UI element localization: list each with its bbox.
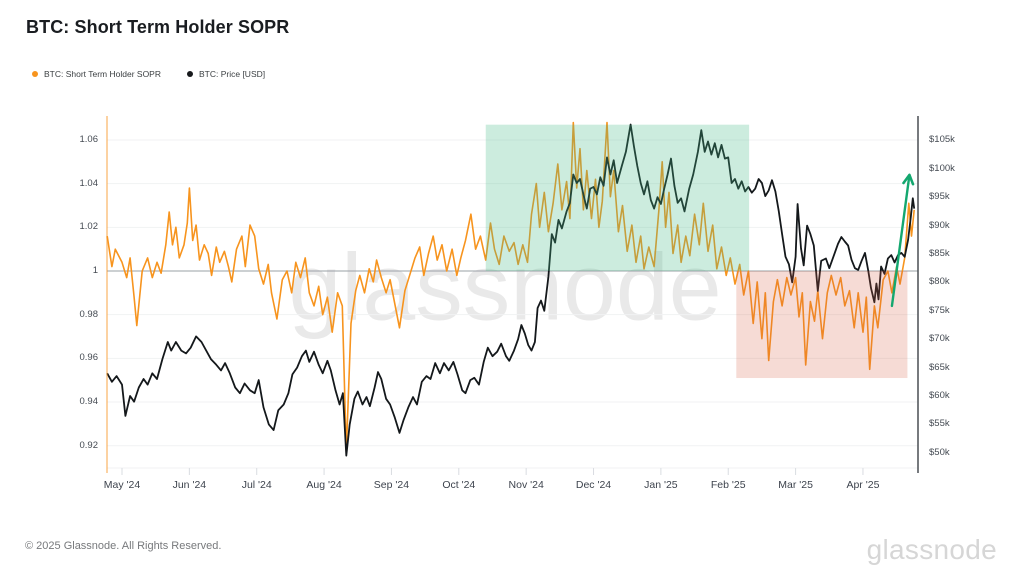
trend-arrow-shaft [890, 173, 911, 308]
price-line [106, 123, 916, 457]
trend-arrow-head [902, 173, 915, 186]
sopr-series-dot-icon [32, 71, 38, 77]
sopr-line [106, 121, 915, 454]
legend-item-sopr-label: BTC: Short Term Holder SOPR [44, 69, 161, 79]
legend-item-price: BTC: Price [USD] [187, 69, 265, 79]
copyright-text: © 2025 Glassnode. All Rights Reserved. [25, 540, 222, 552]
highlight-below-1-red [736, 271, 908, 379]
chart-legend: BTC: Short Term Holder SOPR BTC: Price [… [32, 69, 265, 79]
page-title: BTC: Short Term Holder SOPR [26, 17, 290, 37]
legend-item-sopr: BTC: Short Term Holder SOPR [32, 69, 161, 79]
price-series-dot-icon [187, 71, 193, 77]
legend-item-price-label: BTC: Price [USD] [199, 69, 266, 79]
highlight-above-1-green [485, 124, 750, 271]
glassnode-logo: glassnode [866, 534, 997, 565]
